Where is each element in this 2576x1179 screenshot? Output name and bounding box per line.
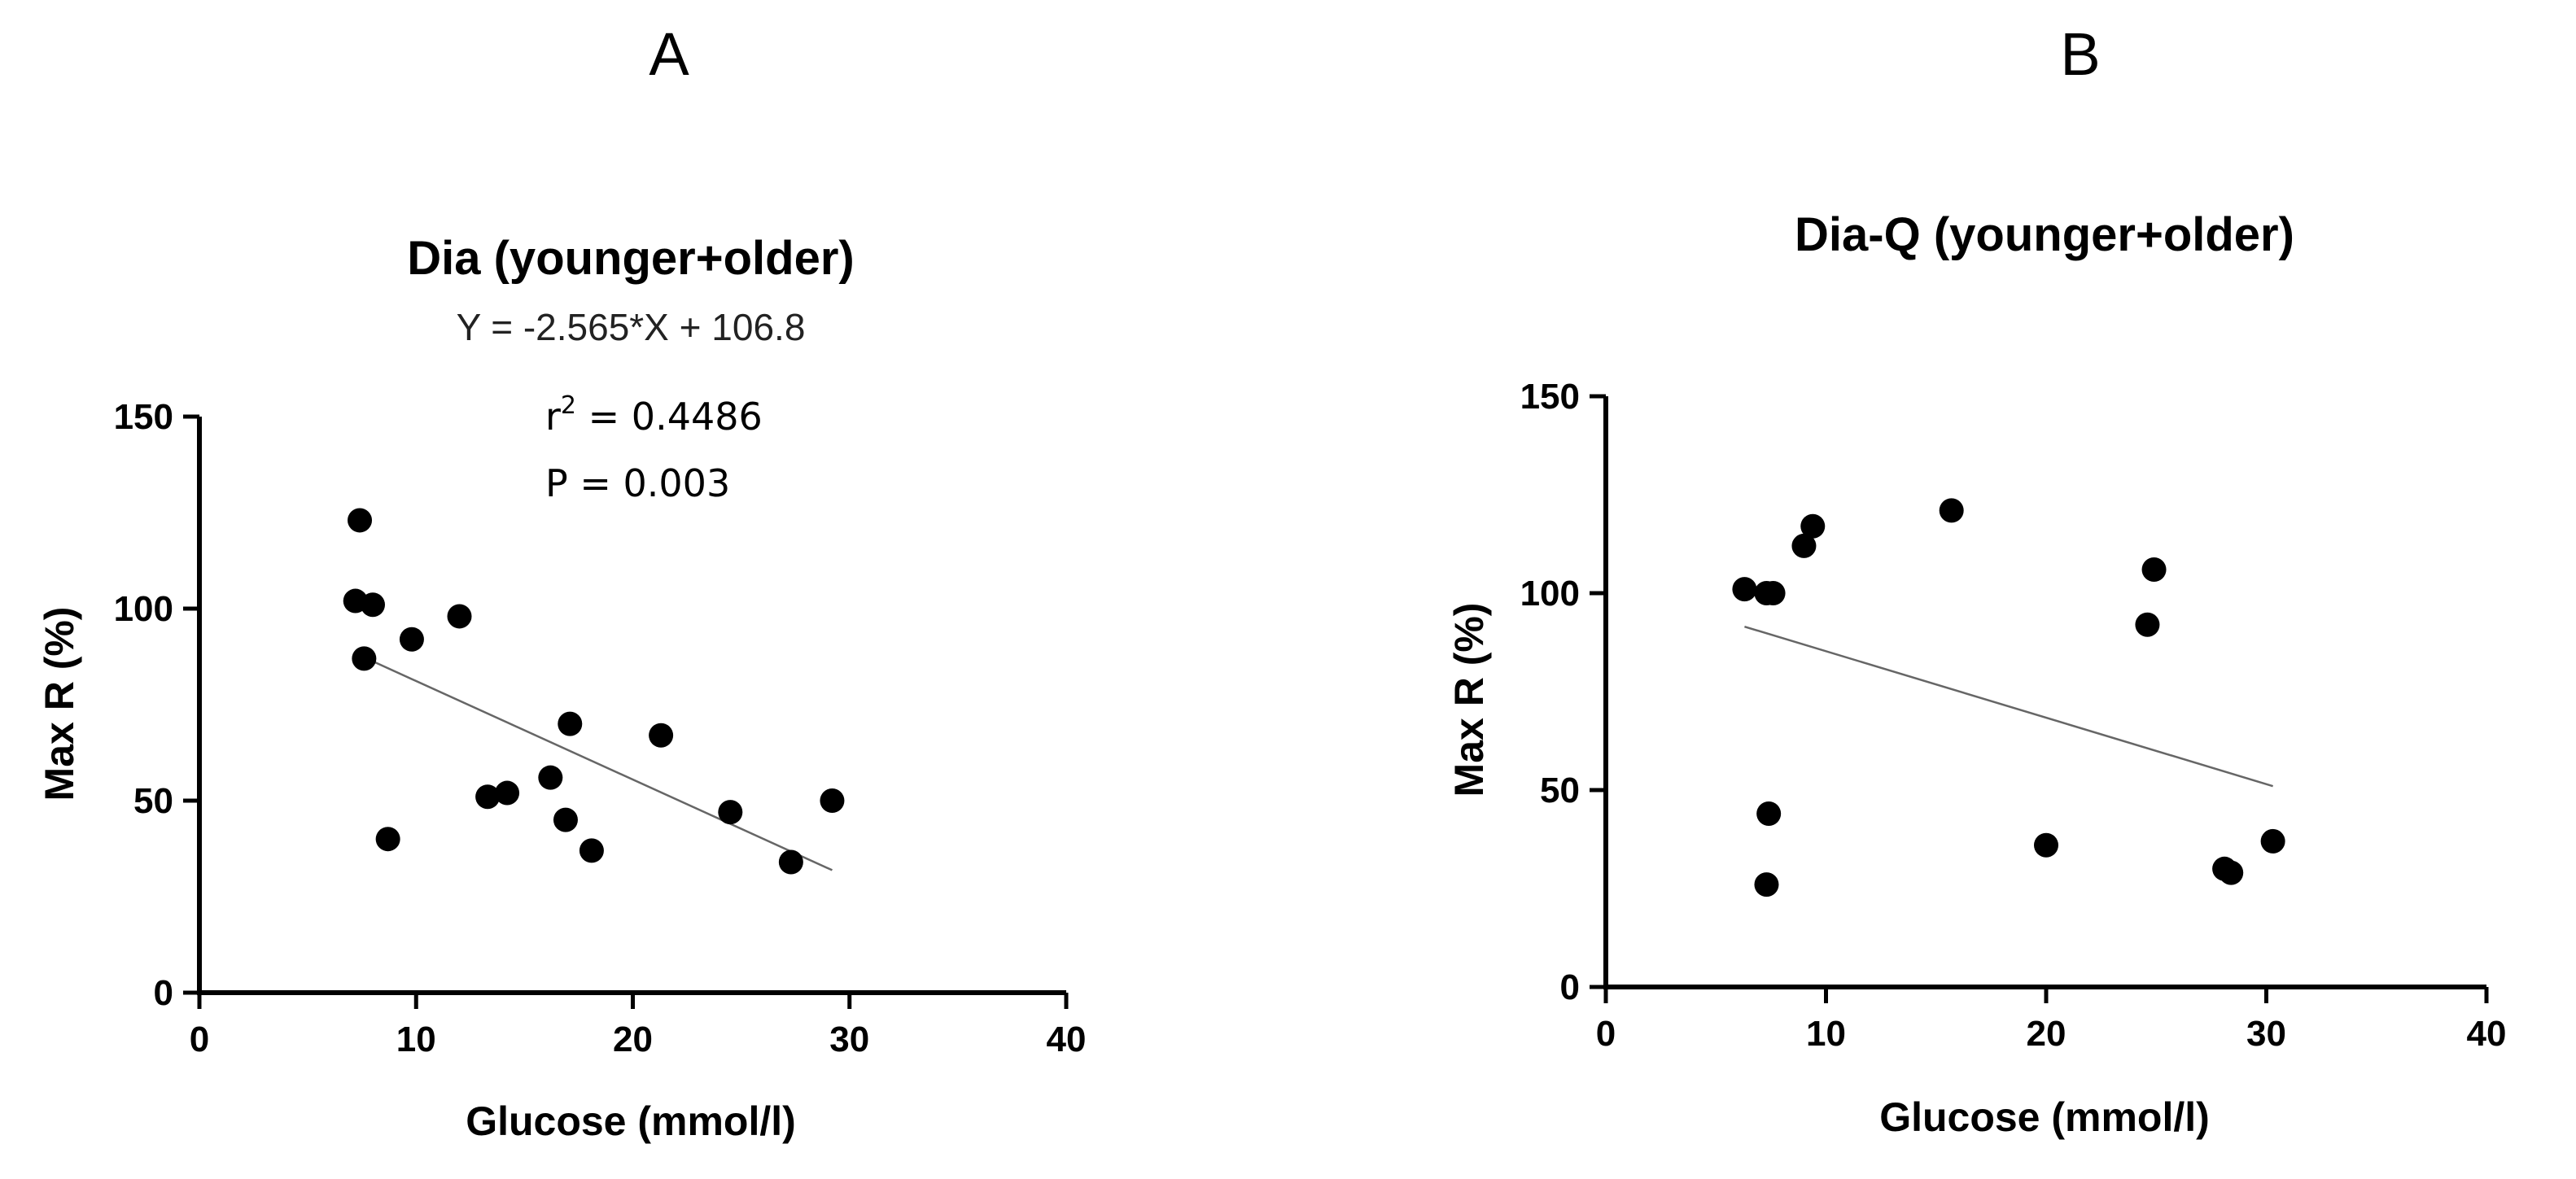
r-squared-symbol: r [545, 395, 561, 439]
data-point-b [1760, 581, 1786, 605]
data-point-a [718, 800, 743, 825]
panel-a: A Dia (younger+older) Y = -2.565*X + 106… [37, 20, 1086, 1144]
data-point-b [1800, 513, 1826, 539]
chart-title-b: Dia-Q (younger+older) [1795, 208, 2294, 261]
data-point-a [553, 807, 578, 832]
y-tick-label-a: 100 [114, 589, 173, 629]
x-tick-label-b: 20 [2027, 1014, 2066, 1054]
x-axis-label-b: Glucose (mmol/l) [1879, 1094, 2210, 1140]
plot-area-a: 0 50 100 150 0 10 20 30 40 [114, 397, 1087, 1059]
x-tick-label-b: 0 [1596, 1014, 1616, 1054]
y-tick-label-a: 150 [114, 397, 173, 437]
y-tick-label-b: 150 [1520, 377, 1580, 417]
x-axis-label-a: Glucose (mmol/l) [466, 1098, 796, 1144]
p-value-label: P = 0.003 [545, 461, 730, 505]
y-axis-label-b: Max R (%) [1446, 603, 1492, 797]
data-point-a [399, 627, 424, 652]
x-tick-label-b: 10 [1806, 1014, 1846, 1054]
regression-line-a [363, 656, 833, 871]
x-tick-label-b: 30 [2246, 1014, 2286, 1054]
data-point-b [2034, 832, 2058, 858]
r-squared-label: r2 = 0.4486 [545, 391, 763, 439]
data-point-b [1754, 872, 1779, 897]
r-squared-superscript: 2 [561, 391, 576, 420]
data-point-a [475, 784, 501, 810]
data-point-b [2141, 557, 2167, 582]
y-tick-label-b: 50 [1540, 771, 1580, 810]
data-point-a [649, 723, 674, 748]
y-axis-label-a: Max R (%) [37, 607, 82, 801]
y-tick-label-b: 100 [1520, 574, 1580, 614]
data-point-b [1756, 801, 1782, 827]
panel-letter-a: A [649, 20, 689, 88]
x-tick-label-a: 10 [396, 1020, 436, 1059]
data-point-a [375, 827, 400, 852]
data-point-a [778, 849, 803, 875]
panel-b: B Dia-Q (younger+older) Glucose (mmol/l)… [1446, 20, 2506, 1140]
data-point-b [2260, 828, 2285, 854]
data-point-b [1732, 577, 1757, 602]
x-tick-label-a: 20 [613, 1020, 653, 1059]
data-point-a [361, 592, 385, 618]
y-tick-label-a: 0 [154, 973, 173, 1013]
data-point-a [538, 765, 563, 790]
y-tick-label-a: 50 [133, 781, 173, 821]
x-tick-label-a: 30 [829, 1020, 869, 1059]
data-point-b [1791, 533, 1817, 558]
plot-area-b: 0 50 100 150 0 10 20 30 40 [1520, 377, 2507, 1054]
x-tick-label-a: 40 [1047, 1020, 1087, 1059]
data-point-a [820, 788, 845, 813]
x-tick-label-a: 0 [190, 1020, 209, 1059]
data-point-a [352, 646, 377, 671]
panel-letter-b: B [2060, 20, 2100, 88]
data-point-a [495, 780, 520, 806]
r-squared-value: = 0.4486 [576, 395, 763, 439]
chart-title-a: Dia (younger+older) [407, 232, 854, 285]
data-point-a [558, 711, 583, 736]
data-point-a [348, 508, 373, 533]
data-point-b [1939, 498, 1964, 523]
data-point-b [2135, 612, 2160, 637]
y-tick-label-b: 0 [1560, 967, 1580, 1007]
data-point-a [447, 604, 472, 629]
x-tick-label-b: 40 [2467, 1014, 2507, 1054]
regression-equation: Y = -2.565*X + 106.8 [457, 306, 806, 348]
regression-line-b [1744, 625, 2273, 788]
data-point-a [579, 838, 604, 863]
data-point-b [2219, 860, 2244, 885]
